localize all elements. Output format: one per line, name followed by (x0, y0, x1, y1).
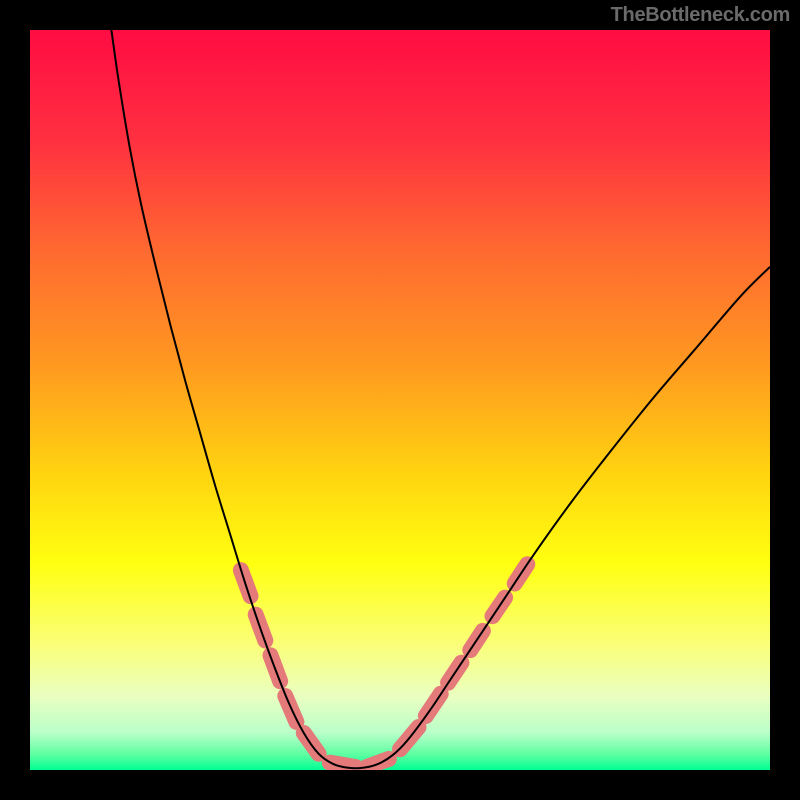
bottleneck-curve-chart (0, 0, 800, 800)
attribution-label: TheBottleneck.com (611, 4, 790, 27)
chart-container: TheBottleneck.com (0, 0, 800, 800)
chart-background (30, 30, 770, 770)
